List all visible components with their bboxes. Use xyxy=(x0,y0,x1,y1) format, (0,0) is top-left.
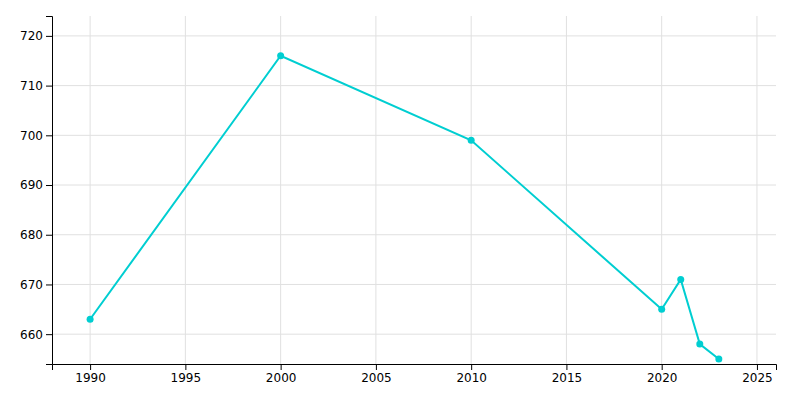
line xyxy=(90,56,719,359)
point xyxy=(715,356,722,363)
tick: 2015 xyxy=(552,364,583,385)
tick-mark xyxy=(662,364,663,370)
tick-mark xyxy=(46,334,52,335)
grid-line xyxy=(52,185,776,186)
tick-label: 1995 xyxy=(171,371,202,385)
tick-mark xyxy=(185,364,186,370)
tick: 680 xyxy=(20,228,52,242)
chart: 1990 1995 2000 2005 2010 2015 2020 2025 660 670 68… xyxy=(0,0,800,400)
tick-label: 680 xyxy=(20,228,43,242)
tick-mark xyxy=(566,364,567,370)
tick-label: 710 xyxy=(20,79,43,93)
grid-line xyxy=(52,234,776,235)
tick-mark xyxy=(376,364,377,370)
tick-mark xyxy=(46,135,52,136)
grid-line xyxy=(52,135,776,136)
tick-mark xyxy=(90,364,91,370)
tick-label: 660 xyxy=(20,328,43,342)
marks xyxy=(87,52,723,362)
tick-label: 670 xyxy=(20,278,43,292)
tick: 710 xyxy=(20,79,52,93)
tick-label: 720 xyxy=(20,29,43,43)
grid-line xyxy=(280,16,281,364)
grid-line xyxy=(185,16,186,364)
point xyxy=(696,341,703,348)
grid-line xyxy=(566,16,567,364)
tick: 2010 xyxy=(456,364,487,385)
grid-line xyxy=(52,284,776,285)
tick-mark xyxy=(46,36,52,37)
tick-mark xyxy=(46,185,52,186)
grid-line xyxy=(90,16,91,364)
grid-line xyxy=(375,16,376,364)
grid-line xyxy=(52,334,776,335)
point xyxy=(277,52,284,59)
tick: 1995 xyxy=(171,364,202,385)
tick-label: 700 xyxy=(20,129,43,143)
tick: 660 xyxy=(20,328,52,342)
tick-label: 2010 xyxy=(456,371,487,385)
tick-label: 2020 xyxy=(647,371,678,385)
tick-mark xyxy=(757,364,758,370)
x-axis: 1990 1995 2000 2005 2010 2015 2020 2025 xyxy=(53,364,777,385)
grid-line xyxy=(471,16,472,364)
tick: 2025 xyxy=(742,364,773,385)
tick: 720 xyxy=(20,29,52,43)
grid-line xyxy=(52,35,776,36)
point xyxy=(658,306,665,313)
grid-line xyxy=(52,85,776,86)
tick-mark xyxy=(281,364,282,370)
tick-label: 1990 xyxy=(75,371,106,385)
point xyxy=(468,137,475,144)
plot: 1990 1995 2000 2005 2010 2015 2020 2025 660 670 68… xyxy=(20,16,776,385)
tick: 690 xyxy=(20,178,52,192)
axis-line xyxy=(46,17,53,365)
tick: 1990 xyxy=(75,364,106,385)
tick: 2005 xyxy=(361,364,392,385)
tick: 670 xyxy=(20,278,52,292)
tick: 700 xyxy=(20,129,52,143)
tick-mark xyxy=(46,284,52,285)
point xyxy=(87,316,94,323)
grid-line xyxy=(756,16,757,364)
tick-label: 2015 xyxy=(552,371,583,385)
tick-mark xyxy=(46,235,52,236)
axis-line xyxy=(53,365,777,371)
tick-label: 2005 xyxy=(361,371,392,385)
y-axis: 660 670 680 690 700 710 720 xyxy=(20,17,52,365)
grid xyxy=(52,16,776,364)
tick-mark xyxy=(471,364,472,370)
tick-label: 690 xyxy=(20,178,43,192)
point xyxy=(677,276,684,283)
tick: 2000 xyxy=(266,364,297,385)
tick: 2020 xyxy=(647,364,678,385)
tick-mark xyxy=(46,86,52,87)
tick-label: 2025 xyxy=(742,371,773,385)
tick-label: 2000 xyxy=(266,371,297,385)
